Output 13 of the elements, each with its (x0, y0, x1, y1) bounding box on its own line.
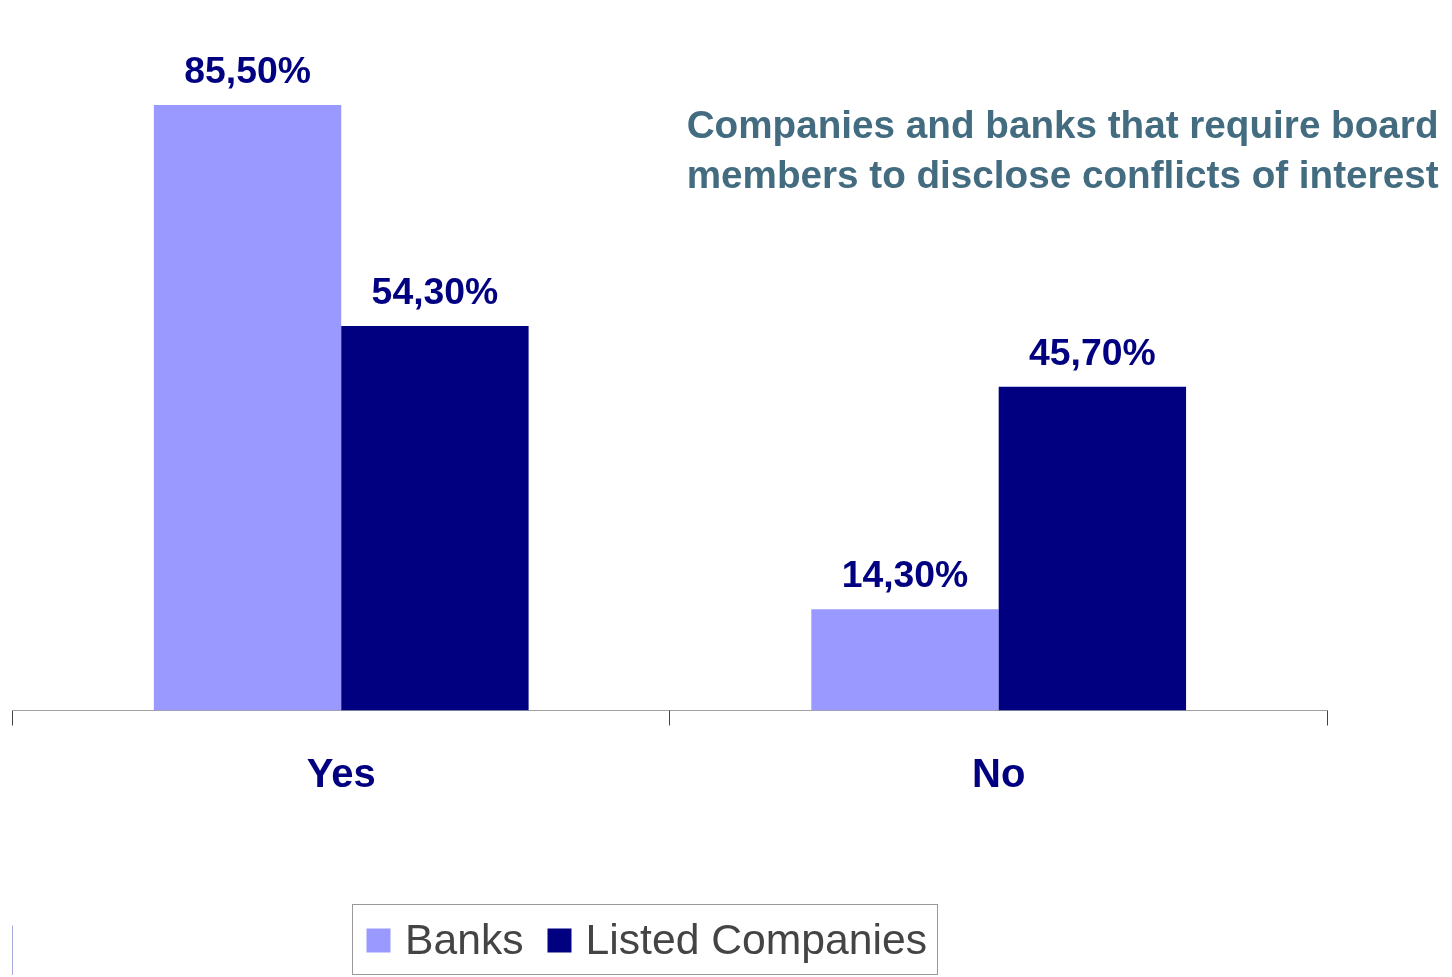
data-label: 45,70% (1029, 330, 1156, 373)
bar (998, 386, 1187, 711)
bar (153, 105, 342, 711)
legend-label: Banks (405, 915, 524, 964)
x-tick-label: Yes (306, 750, 376, 795)
bar (811, 609, 999, 711)
data-label: 14,30% (841, 553, 969, 596)
data-label: 54,30% (371, 269, 499, 312)
legend-label: Listed Companies (585, 915, 927, 964)
x-tick-label: No (972, 750, 1026, 795)
data-label: 85,50% (184, 49, 311, 91)
text: Companies and banks that require board members to disclose conflicts of interest (686, 102, 1439, 196)
bar (341, 325, 529, 711)
